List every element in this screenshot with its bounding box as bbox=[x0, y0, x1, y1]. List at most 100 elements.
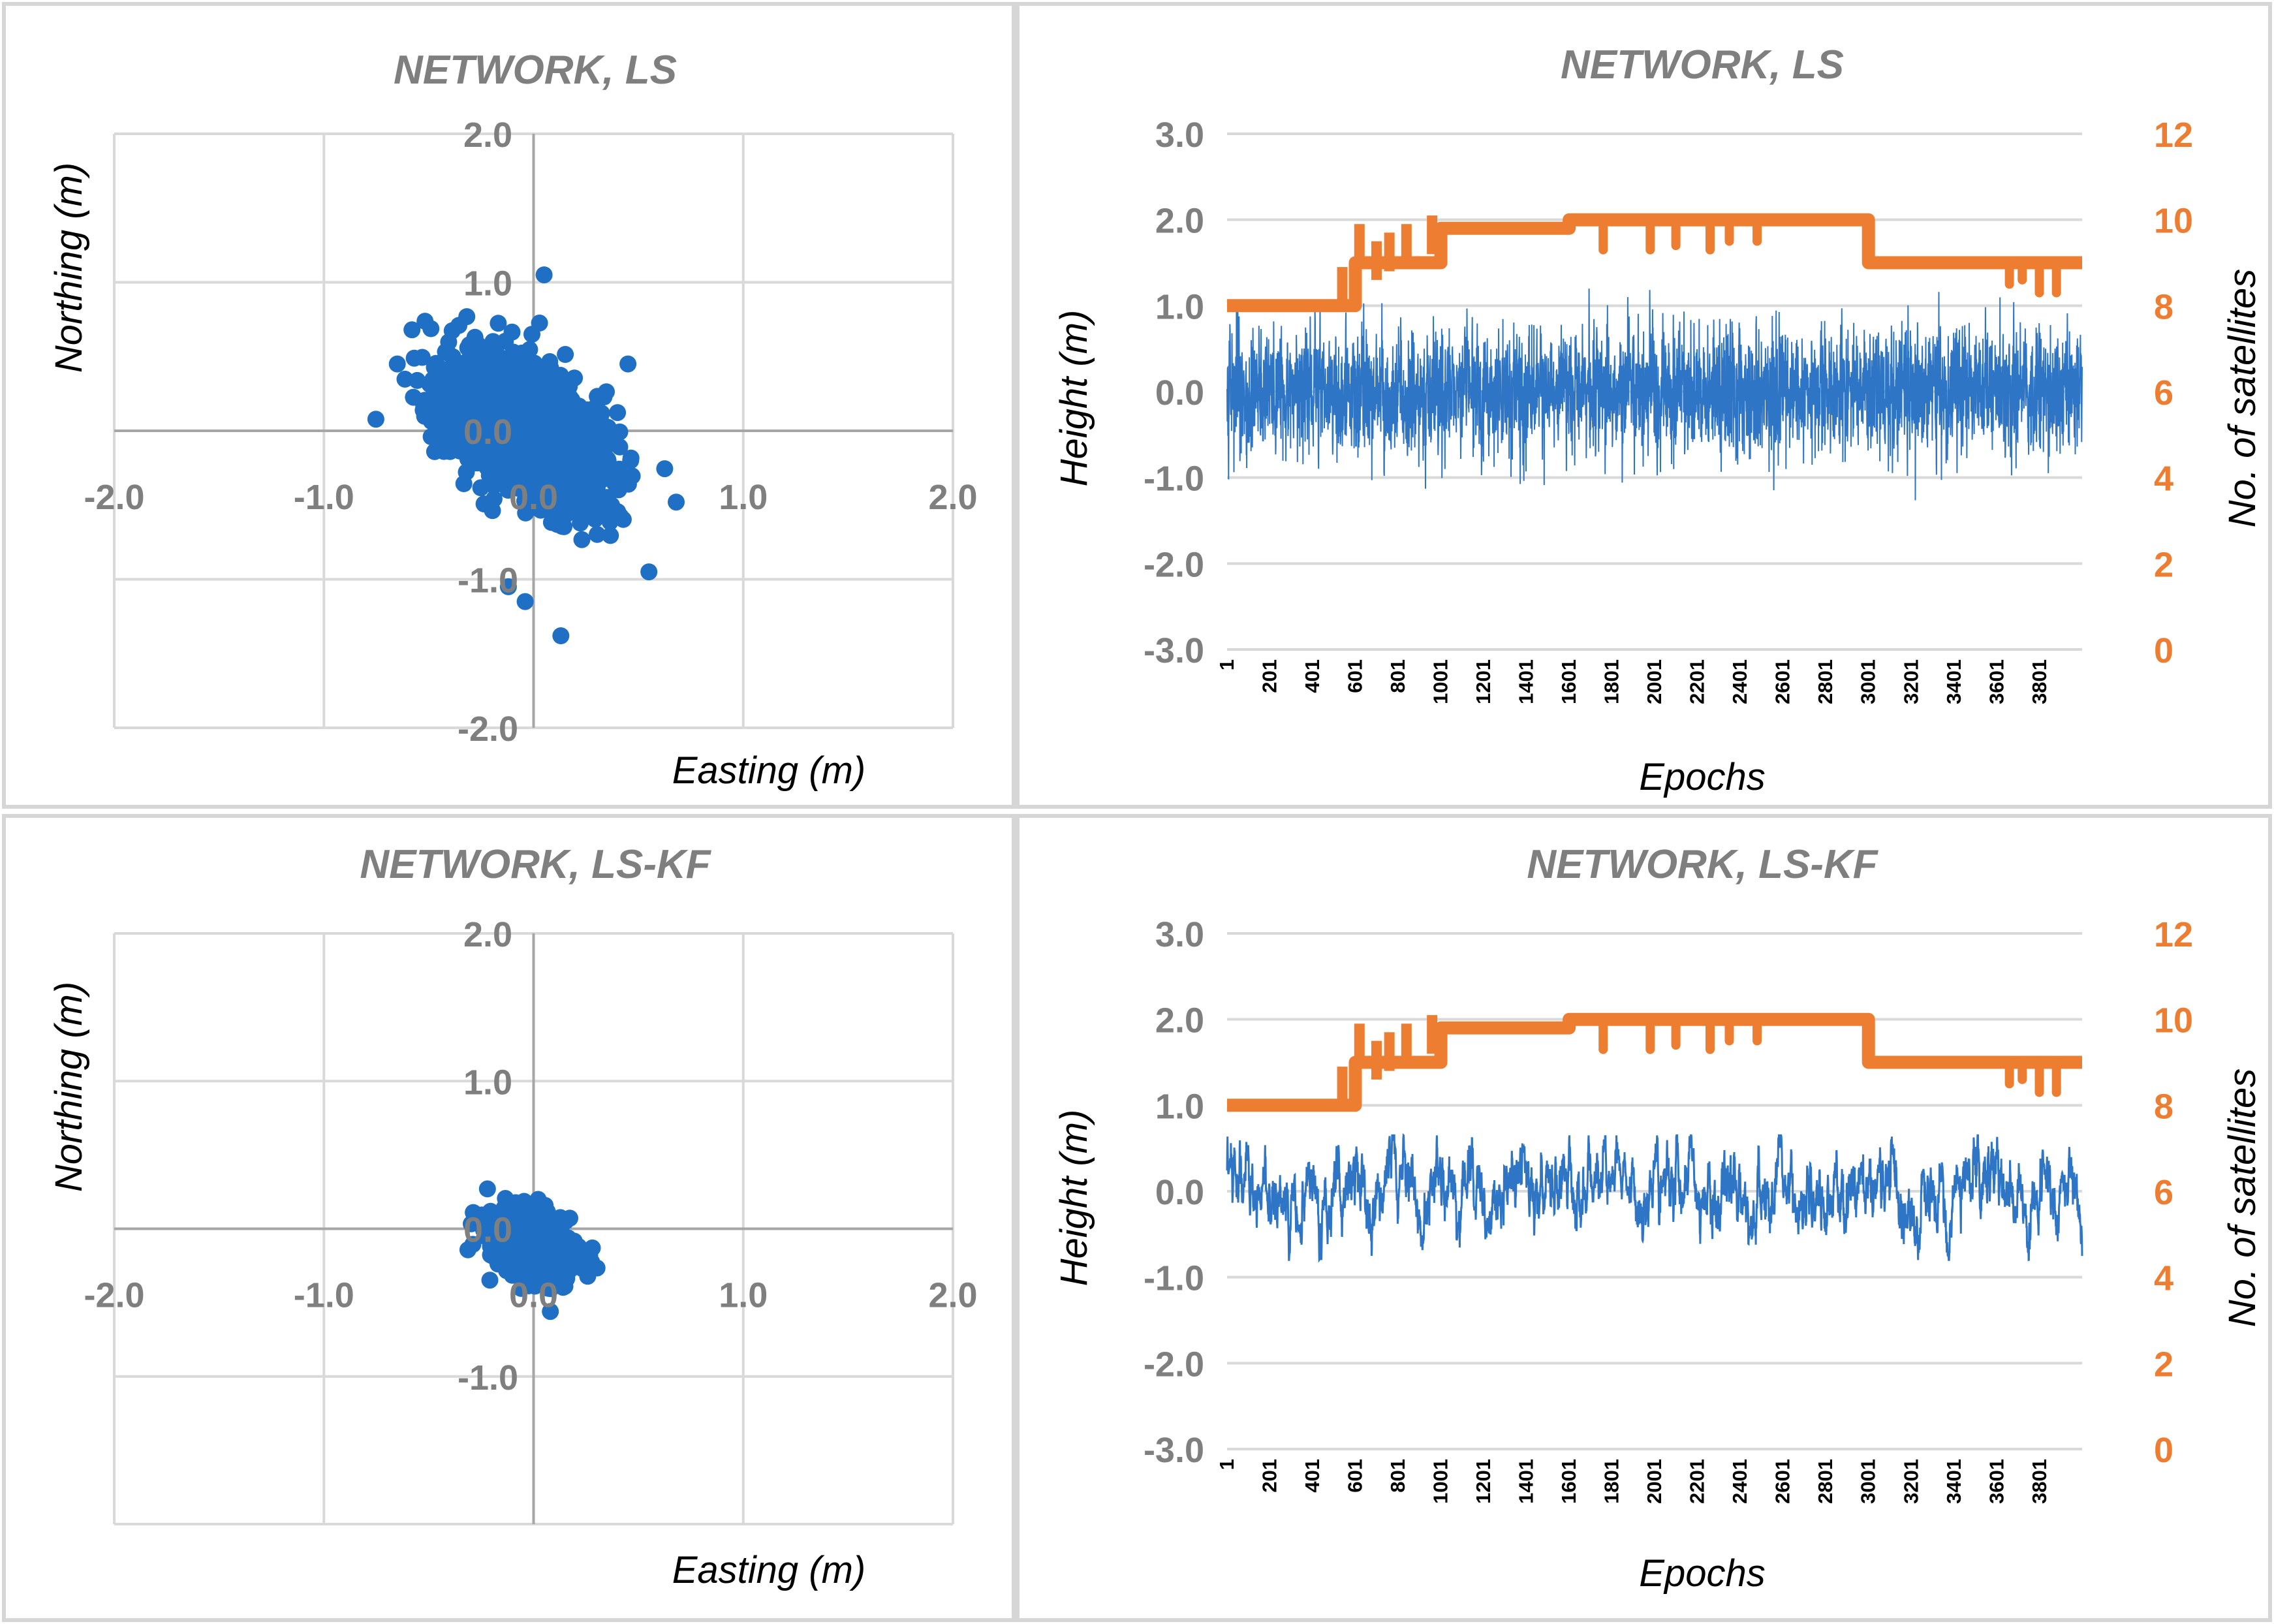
data-point bbox=[469, 352, 487, 370]
data-point bbox=[488, 1217, 506, 1235]
data-point bbox=[552, 452, 569, 469]
data-point bbox=[579, 1268, 597, 1285]
y-tick-label: -2.0 bbox=[1144, 1345, 1204, 1384]
data-point bbox=[516, 362, 534, 380]
x-tick-label: 2001 bbox=[1643, 1459, 1666, 1504]
data-point bbox=[497, 1253, 515, 1270]
data-point bbox=[542, 1303, 559, 1320]
y-tick-label: -1.0 bbox=[1144, 1259, 1204, 1298]
x-tick-label: -2.0 bbox=[84, 478, 144, 517]
x-tick-label: 2401 bbox=[1728, 1459, 1751, 1504]
x-tick-label: 3601 bbox=[1985, 659, 2008, 704]
y-tick-label: 2.0 bbox=[463, 116, 512, 155]
data-point bbox=[497, 463, 514, 480]
x-tick-label: 401 bbox=[1301, 659, 1324, 693]
data-point bbox=[611, 423, 629, 441]
y2-axis-title: No. of satellites bbox=[2221, 269, 2264, 528]
x-tick-label: 1801 bbox=[1600, 659, 1623, 704]
y-tick-label: -1.0 bbox=[458, 561, 518, 601]
x-tick-label: 1201 bbox=[1472, 659, 1495, 704]
data-point bbox=[409, 371, 426, 389]
x-tick-label: -1.0 bbox=[294, 1276, 354, 1315]
data-point bbox=[623, 467, 641, 485]
data-point bbox=[587, 416, 604, 433]
x-tick-label: 3201 bbox=[1899, 659, 1922, 704]
data-point bbox=[514, 411, 532, 428]
data-point bbox=[450, 405, 467, 422]
data-point bbox=[586, 510, 604, 528]
data-point bbox=[590, 402, 608, 420]
data-point bbox=[565, 454, 582, 471]
x-tick-label: -1.0 bbox=[294, 478, 354, 517]
data-point bbox=[434, 425, 452, 443]
y2-tick-label: 10 bbox=[2154, 202, 2193, 241]
data-point bbox=[475, 495, 493, 512]
data-point bbox=[469, 446, 486, 464]
data-point bbox=[367, 411, 384, 428]
data-point bbox=[507, 1236, 525, 1253]
x-tick-label: 2201 bbox=[1686, 1459, 1709, 1504]
data-point bbox=[544, 417, 561, 435]
data-point bbox=[523, 1200, 540, 1218]
data-point bbox=[512, 383, 529, 401]
x-tick-label: 3001 bbox=[1857, 1459, 1880, 1504]
x-tick-label: 1.0 bbox=[719, 478, 768, 517]
x-tick-label: 201 bbox=[1258, 659, 1281, 693]
data-point bbox=[388, 355, 406, 373]
data-point bbox=[489, 428, 506, 446]
data-point bbox=[455, 386, 473, 403]
y2-tick-label: 8 bbox=[2154, 1087, 2173, 1126]
data-point bbox=[403, 321, 421, 339]
data-point bbox=[557, 1212, 575, 1230]
x-tick-label: 2601 bbox=[1771, 659, 1794, 704]
data-point bbox=[583, 1253, 600, 1271]
y2-tick-label: 0 bbox=[2154, 631, 2173, 670]
y-tick-label: 3.0 bbox=[1155, 116, 1204, 155]
x-tick-label: 1 bbox=[1215, 659, 1238, 670]
data-point bbox=[656, 460, 674, 478]
y-tick-label: 0.0 bbox=[463, 1211, 512, 1250]
x-tick-label: 0.0 bbox=[509, 1276, 558, 1315]
y2-tick-label: 6 bbox=[2154, 373, 2173, 413]
data-point bbox=[472, 479, 490, 497]
data-point bbox=[473, 1217, 490, 1234]
data-point bbox=[396, 370, 414, 388]
x-tick-label: 2.0 bbox=[928, 478, 977, 517]
x-tick-label: 1001 bbox=[1429, 659, 1452, 704]
data-point bbox=[529, 407, 547, 425]
data-point bbox=[619, 355, 637, 373]
y-tick-label: 1.0 bbox=[463, 1063, 512, 1102]
y-tick-label: 1.0 bbox=[463, 264, 512, 304]
data-point bbox=[471, 340, 489, 357]
data-point bbox=[478, 1180, 496, 1198]
data-point bbox=[482, 446, 500, 463]
x-tick-label: 2.0 bbox=[928, 1276, 977, 1315]
x-tick-label: 2801 bbox=[1814, 1459, 1837, 1504]
y-tick-label: 1.0 bbox=[1155, 1087, 1204, 1126]
data-point bbox=[601, 513, 619, 531]
data-point bbox=[515, 478, 533, 496]
data-point bbox=[599, 489, 616, 507]
y-tick-label: 0.0 bbox=[463, 413, 512, 452]
data-point bbox=[566, 369, 584, 387]
y-axis-title: Height (m) bbox=[1053, 1110, 1095, 1287]
x-tick-label: 1201 bbox=[1472, 1459, 1495, 1504]
chart-scatter-ls: NETWORK, LS -2.0 -1.0 0.0 1.0 2.0 -2.0 -1.0 0.0… bbox=[48, 48, 978, 792]
data-point bbox=[589, 388, 606, 405]
x-tick-label: 601 bbox=[1344, 659, 1367, 693]
data-point bbox=[443, 322, 461, 339]
y-tick-label: -3.0 bbox=[1144, 631, 1204, 670]
x-axis-title: Epochs bbox=[1639, 1552, 1765, 1595]
x-tick-label: 3401 bbox=[1942, 1459, 1965, 1504]
data-point bbox=[535, 1271, 553, 1288]
data-point bbox=[561, 1255, 579, 1272]
x-tick-label: 3401 bbox=[1942, 659, 1965, 704]
data-point bbox=[426, 358, 443, 376]
data-point bbox=[458, 308, 476, 326]
data-point bbox=[482, 391, 500, 409]
data-point bbox=[416, 313, 434, 330]
x-tick-label: 2001 bbox=[1643, 659, 1666, 704]
data-point bbox=[535, 379, 553, 397]
y-tick-label: -3.0 bbox=[1144, 1431, 1204, 1470]
